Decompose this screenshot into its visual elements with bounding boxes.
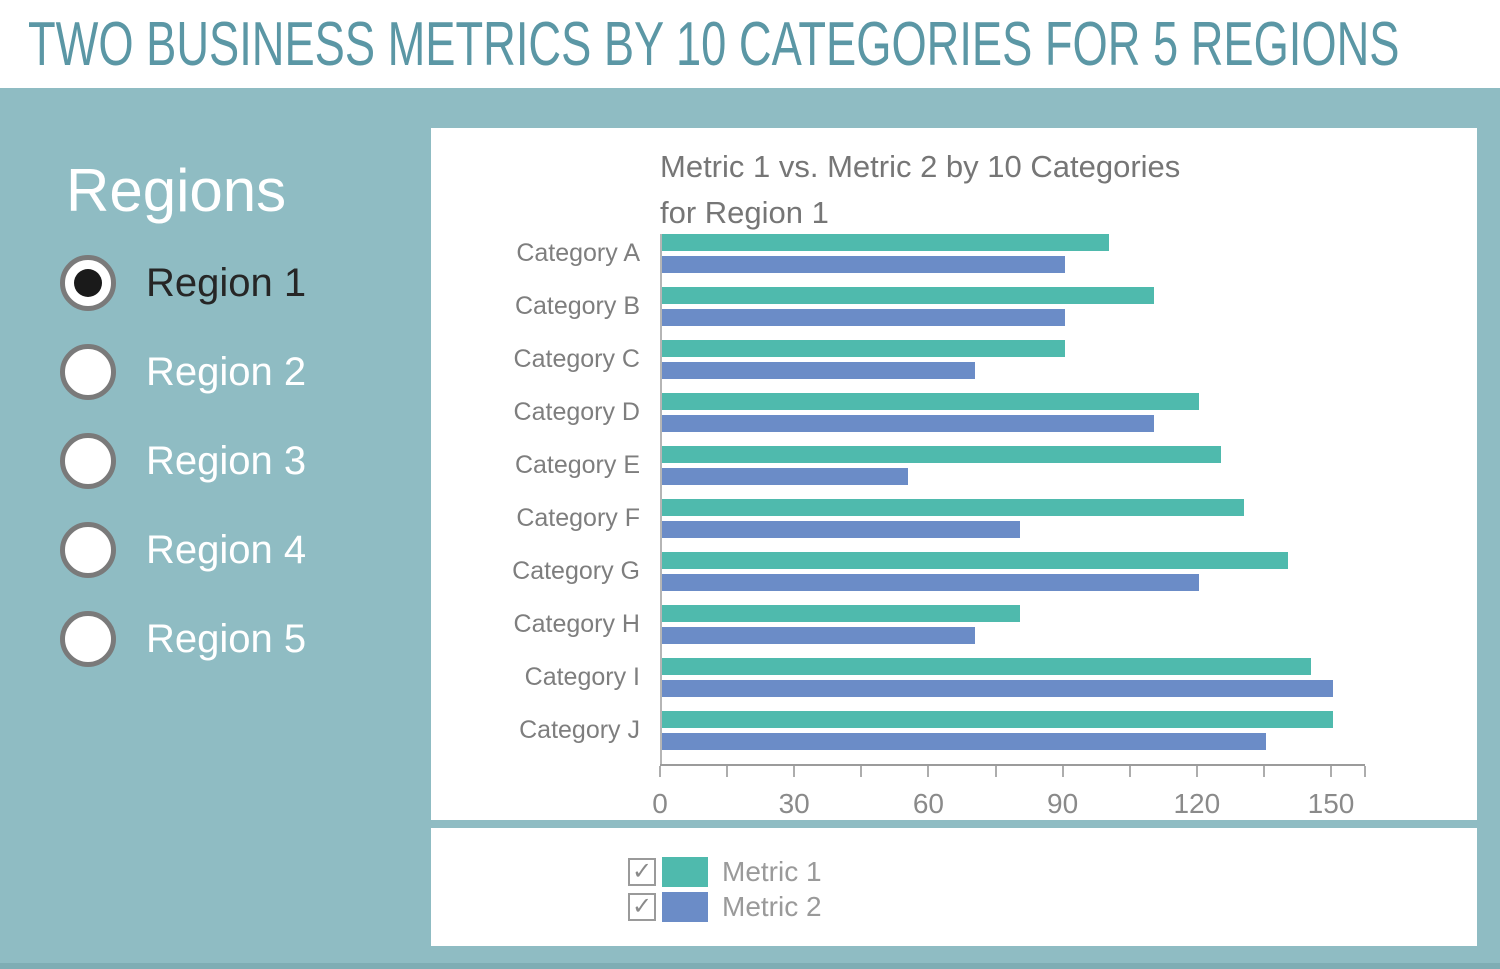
category-label: Category D [513,398,640,426]
x-axis-tick-label: 60 [912,788,944,819]
category-row: Category G [512,552,1367,605]
radio-label[interactable]: Region 3 [146,438,307,483]
category-row: Category D [514,393,1367,446]
radio-circle-icon[interactable] [60,255,116,311]
category-label: Category B [514,292,640,320]
legend-item: ✓ Metric 1 [628,854,822,889]
legend-label: Metric 1 [722,855,822,887]
metric1-bar [662,340,1065,357]
metric2-bar [662,521,1020,538]
app-title: TWO BUSINESS METRICS BY 10 CATEGORIES FO… [28,9,1400,79]
radio-region-5[interactable]: Region 5 [60,610,306,668]
x-axis-tick [793,766,796,777]
bar-plot-area: Category A Category B Category C Categor… [512,234,1367,764]
regions-sidebar: Regions Region 1 Region 2 Region 3 Regio… [0,88,431,969]
category-label: Category G [512,557,640,585]
legend-items: ✓ Metric 1 ✓ Metric 2 [628,854,822,924]
radio-label[interactable]: Region 4 [146,527,307,572]
metric2-bar [662,733,1266,750]
x-axis-tick [1061,766,1064,777]
legend-color-swatch [662,856,708,887]
category-row: Category C [514,340,1367,393]
x-axis-tick [1128,766,1131,777]
radio-region-1[interactable]: Region 1 [60,254,306,312]
metric1-bar [662,234,1110,251]
radio-circle-icon[interactable] [60,433,116,489]
category-label: Category H [513,610,640,638]
x-axis-tick [927,766,930,777]
checkbox-checked-icon[interactable]: ✓ [628,892,656,921]
category-label: Category E [514,451,640,479]
x-axis: 0 30 60 90 120 150 [652,764,1366,819]
x-axis-tick-label: 150 [1307,788,1355,819]
category-row: Category B [515,287,1367,340]
legend-label: Metric 2 [722,890,822,922]
category-row: Category I [525,658,1367,711]
metric1-bar [662,393,1199,410]
category-label: Category J [519,716,640,744]
metric1-bar [662,605,1020,622]
category-row: Category H [514,605,1367,658]
radio-circle-icon[interactable] [60,522,116,578]
metric1-bar [662,446,1222,463]
header-bar: TWO BUSINESS METRICS BY 10 CATEGORIES FO… [0,0,1500,88]
category-row: Category A [516,234,1367,287]
category-label: Category I [524,663,640,691]
x-axis-tick [659,766,661,777]
metric2-bar [662,309,1065,326]
category-label: Category A [516,239,640,267]
legend-color-swatch [662,891,708,922]
metric2-bar [662,574,1199,591]
x-axis-tick-label: 120 [1173,788,1221,819]
radio-label[interactable]: Region 2 [146,349,307,394]
metric2-bar [662,627,976,644]
radio-label[interactable]: Region 1 [146,260,307,305]
radio-circle-icon[interactable] [60,344,116,400]
x-axis-tick [994,766,997,777]
x-axis-tick-label: 90 [1047,788,1079,819]
radio-dot-icon [74,269,102,297]
category-row: Category J [519,711,1367,764]
metric2-bar [662,415,1155,432]
metric1-bar [662,658,1311,675]
metric1-bar [662,552,1289,569]
radio-region-4[interactable]: Region 4 [60,521,306,579]
metric1-bar [662,499,1244,516]
x-axis-tick [860,766,863,777]
metric2-bar [662,680,1333,697]
metric1-bar [662,287,1155,304]
radio-region-3[interactable]: Region 3 [60,432,306,490]
radio-region-2[interactable]: Region 2 [60,343,306,401]
category-label: Category C [513,345,640,373]
x-axis-tick [1195,766,1198,777]
chart-title: Metric 1 vs. Metric 2 by 10 Categories f… [660,149,1181,230]
metric2-bar [662,362,976,379]
legend-panel: ✓ Metric 1 ✓ Metric 2 [431,828,1477,946]
legend-item: ✓ Metric 2 [628,889,822,924]
x-axis-tick-label: 0 [652,788,668,819]
x-axis-tick-label: 30 [778,788,810,819]
x-axis-tick [1330,766,1332,777]
checkbox-checked-icon[interactable]: ✓ [628,857,656,886]
regions-heading: Regions [66,157,287,224]
radio-circle-icon[interactable] [60,611,116,667]
category-row: Category F [516,499,1367,552]
window-bottom-edge [0,963,1500,969]
category-row: Category E [515,446,1367,499]
radio-label[interactable]: Region 5 [146,616,307,661]
x-axis-tick [726,766,729,777]
metric2-bar [662,256,1065,273]
chart-panel: Metric 1 vs. Metric 2 by 10 Categories f… [431,128,1477,820]
region-radio-group: Region 1 Region 2 Region 3 Region 4 Regi… [60,254,306,699]
metric1-bar [662,711,1333,728]
x-axis-tick [1363,766,1366,777]
metric2-bar [662,468,909,485]
category-label: Category F [516,504,640,532]
x-axis-tick [1262,766,1265,777]
